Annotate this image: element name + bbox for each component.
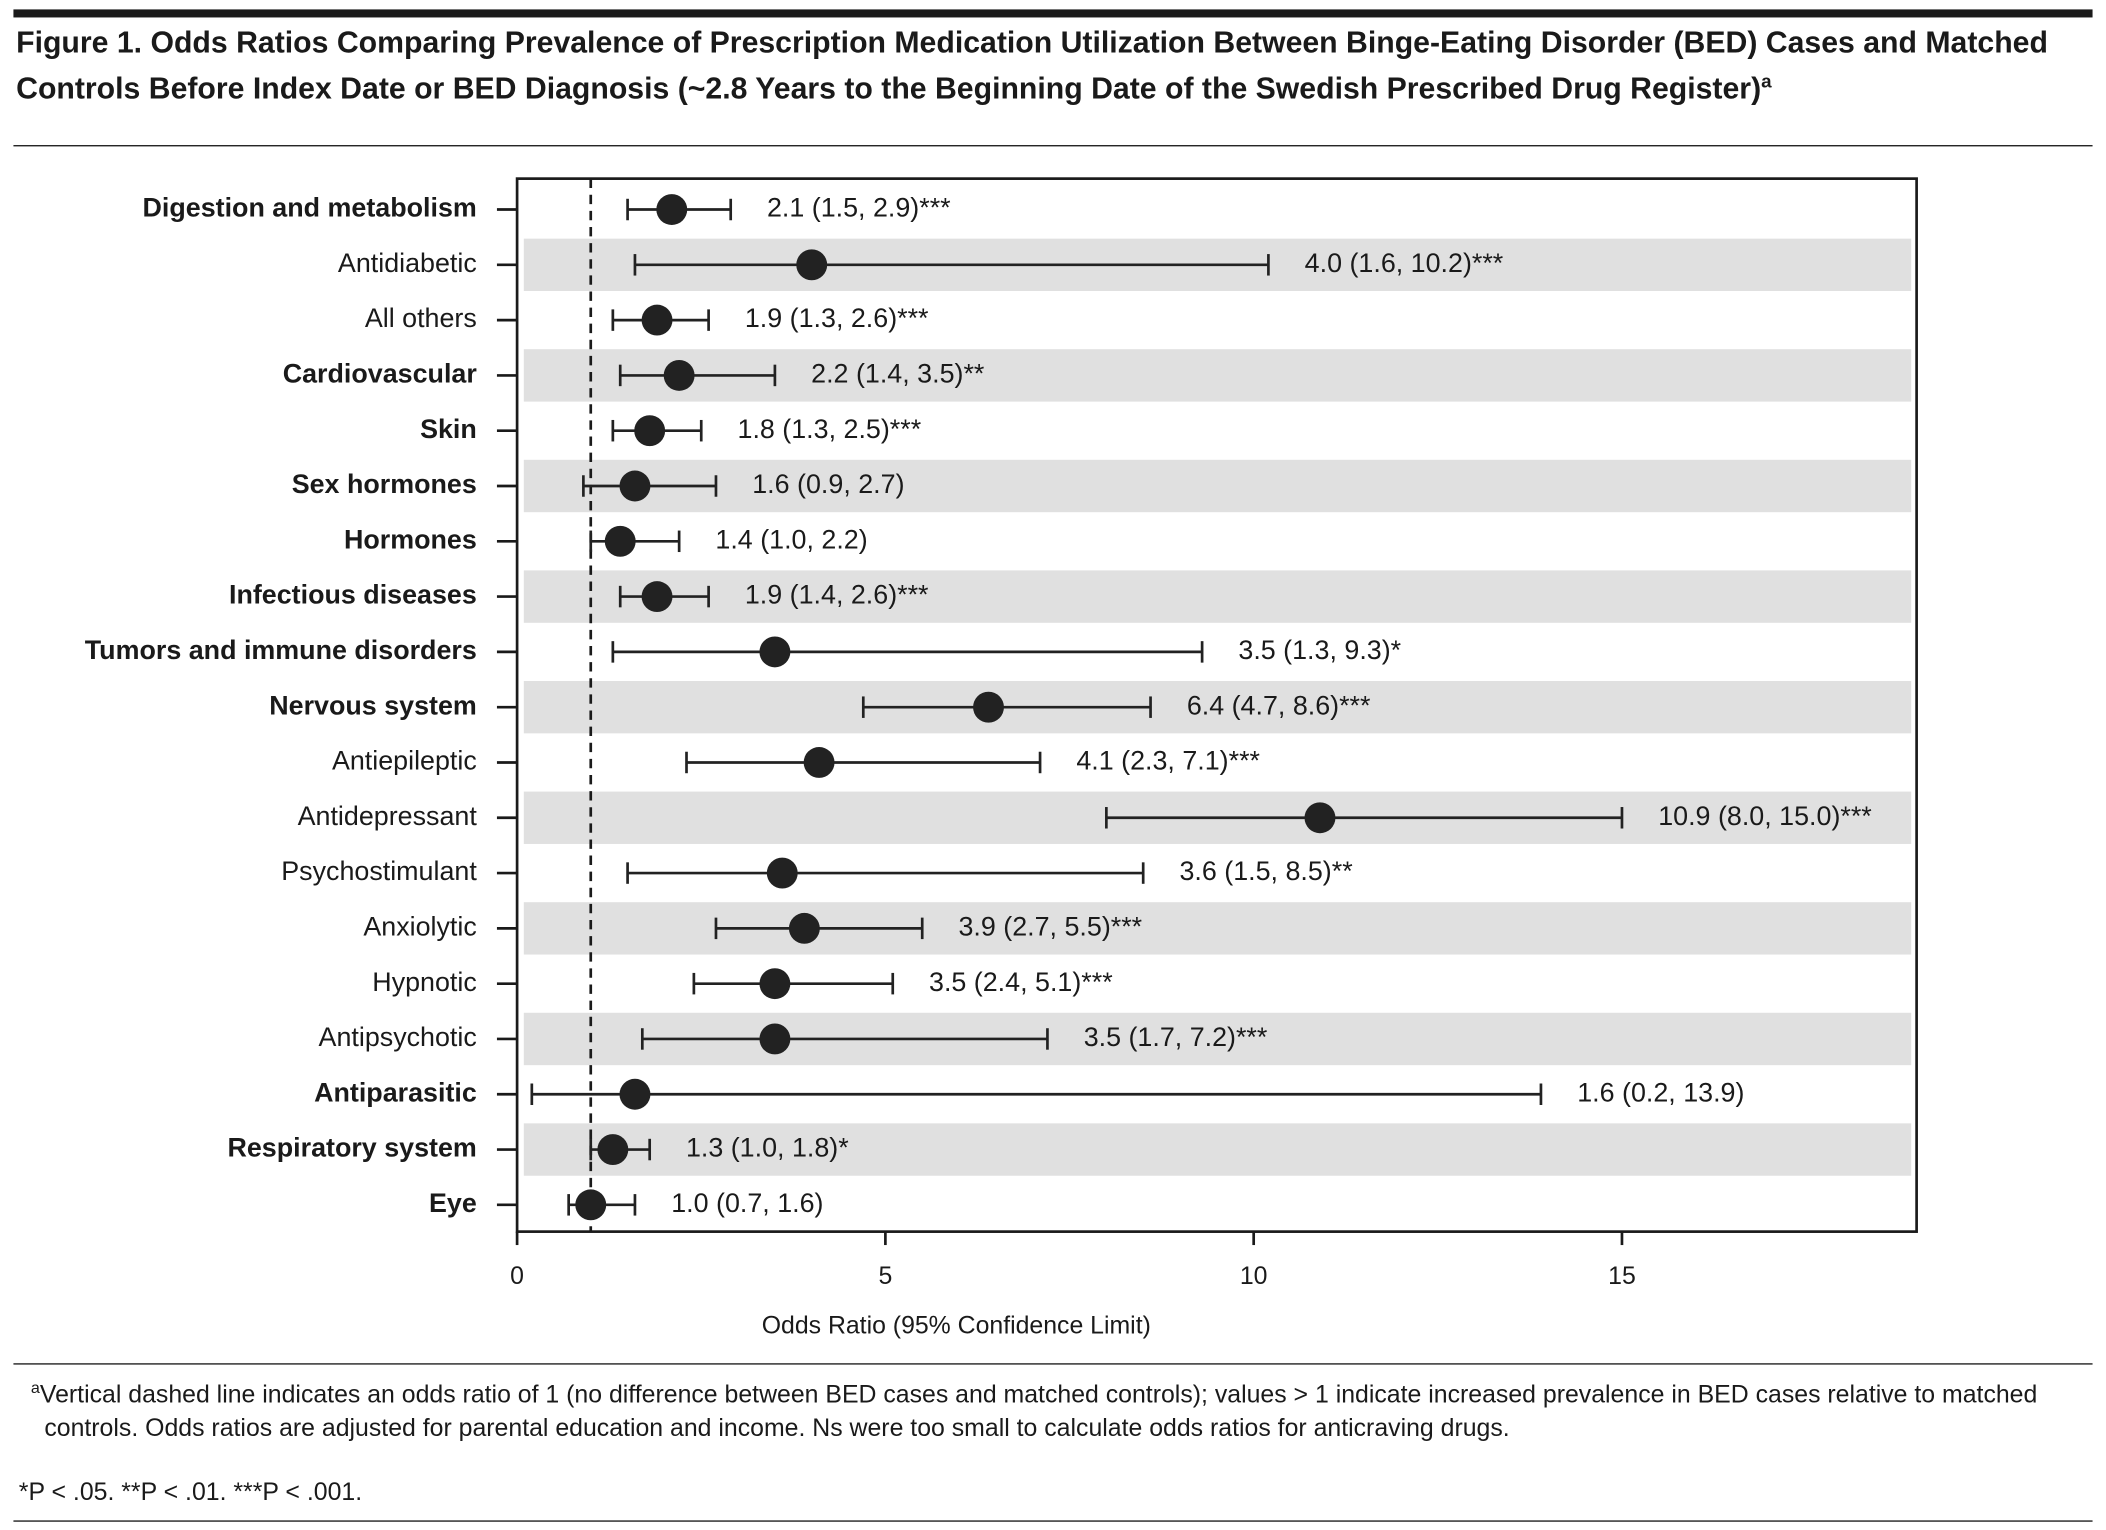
point-estimate [766, 857, 798, 889]
y-tick-label: Antidepressant [298, 801, 478, 831]
x-tick-label: 0 [510, 1263, 524, 1290]
point-estimate [1304, 802, 1336, 834]
y-tick-label: Hormones [344, 524, 477, 554]
value-label: 6.4 (4.7, 8.6)*** [1187, 690, 1371, 720]
point-estimate [788, 912, 820, 944]
y-tick-label: Skin [420, 414, 477, 444]
value-label: 1.6 (0.2, 13.9) [1577, 1077, 1744, 1107]
bottom-rule [13, 1520, 2093, 1522]
point-estimate [641, 581, 673, 613]
y-tick-label: All others [365, 303, 477, 333]
value-label: 1.9 (1.3, 2.6)*** [745, 303, 929, 333]
value-label: 1.3 (1.0, 1.8)* [686, 1133, 849, 1163]
y-tick-label: Respiratory system [227, 1133, 476, 1163]
value-label: 1.8 (1.3, 2.5)*** [738, 414, 922, 444]
y-tick-label: Cardiovascular [283, 359, 478, 389]
y-tick-label: Antipsychotic [319, 1022, 477, 1052]
point-estimate [575, 1189, 607, 1221]
footnote-text: Vertical dashed line indicates an odds r… [39, 1379, 2038, 1442]
point-estimate [641, 304, 673, 336]
row-band [523, 570, 1912, 623]
value-label: 1.6 (0.9, 2.7) [752, 469, 904, 499]
value-label: 4.1 (2.3, 7.1)*** [1076, 746, 1260, 776]
point-estimate [759, 636, 791, 668]
x-tick-label: 10 [1240, 1263, 1268, 1290]
y-tick-label: Antiparasitic [314, 1077, 477, 1107]
point-estimate [796, 249, 828, 281]
row-band [523, 680, 1912, 734]
row-band [523, 1123, 1912, 1176]
y-tick-label: Antidiabetic [338, 248, 477, 278]
footnote-rule [13, 1363, 2093, 1365]
value-label: 3.6 (1.5, 8.5)** [1179, 856, 1353, 886]
title-note-marker: a [1761, 69, 1772, 92]
y-tick-label: Hypnotic [372, 967, 477, 997]
y-tick-label: Digestion and metabolism [142, 193, 476, 223]
value-label: 3.9 (2.7, 5.5)*** [958, 911, 1142, 941]
y-tick-label: Eye [429, 1188, 477, 1218]
x-axis-label: Odds Ratio (95% Confidence Limit) [762, 1313, 1151, 1340]
y-tick-label: Nervous system [269, 690, 477, 720]
point-estimate [803, 747, 835, 778]
value-label: 3.5 (1.7, 7.2)*** [1084, 1022, 1268, 1052]
significance-note: *P < .05. **P < .01. ***P < .001. [18, 1477, 363, 1506]
point-estimate [973, 691, 1004, 723]
point-estimate [634, 415, 666, 447]
plot-frame [515, 177, 1918, 1233]
point-estimate [619, 1078, 651, 1110]
title-text: Figure 1. Odds Ratios Comparing Prevalen… [16, 25, 2048, 106]
point-estimate [656, 194, 688, 225]
point-estimate [604, 525, 636, 557]
y-tick-label: Sex hormones [292, 469, 477, 499]
x-tick-label: 5 [878, 1263, 892, 1290]
y-tick-label: Infectious diseases [229, 580, 477, 610]
row-band [523, 459, 1912, 513]
point-estimate [759, 1023, 791, 1055]
value-label: 1.9 (1.4, 2.6)*** [745, 580, 929, 610]
value-label: 3.5 (2.4, 5.1)*** [929, 967, 1113, 997]
footnote-marker: a [30, 1378, 40, 1397]
y-tick-label: Antiepileptic [332, 746, 477, 776]
top-rule [13, 9, 2093, 18]
value-label: 10.9 (8.0, 15.0)*** [1658, 801, 1872, 831]
y-tick-label: Anxiolytic [363, 911, 476, 941]
title-rule [13, 145, 2093, 147]
point-estimate [663, 359, 695, 391]
value-label: 2.2 (1.4, 3.5)** [811, 359, 985, 389]
value-label: 4.0 (1.6, 10.2)*** [1305, 248, 1504, 278]
point-estimate [597, 1134, 629, 1165]
value-label: 1.4 (1.0, 2.2) [715, 524, 867, 554]
value-label: 2.1 (1.5, 2.9)*** [767, 193, 951, 223]
figure-title: Figure 1. Odds Ratios Comparing Prevalen… [16, 24, 2087, 108]
point-estimate [759, 968, 791, 1000]
x-tick-label: 15 [1608, 1263, 1636, 1290]
footnote: aVertical dashed line indicates an odds … [19, 1371, 2052, 1444]
chart: Odds Ratio (95% Confidence Limit) 0 5 10 15… [85, 177, 1918, 1340]
value-label: 1.0 (0.7, 1.6) [671, 1188, 823, 1218]
y-tick-label: Psychostimulant [281, 856, 477, 886]
point-estimate [619, 470, 651, 502]
y-tick-label: Tumors and immune disorders [85, 635, 477, 665]
value-label: 3.5 (1.3, 9.3)* [1238, 635, 1401, 665]
